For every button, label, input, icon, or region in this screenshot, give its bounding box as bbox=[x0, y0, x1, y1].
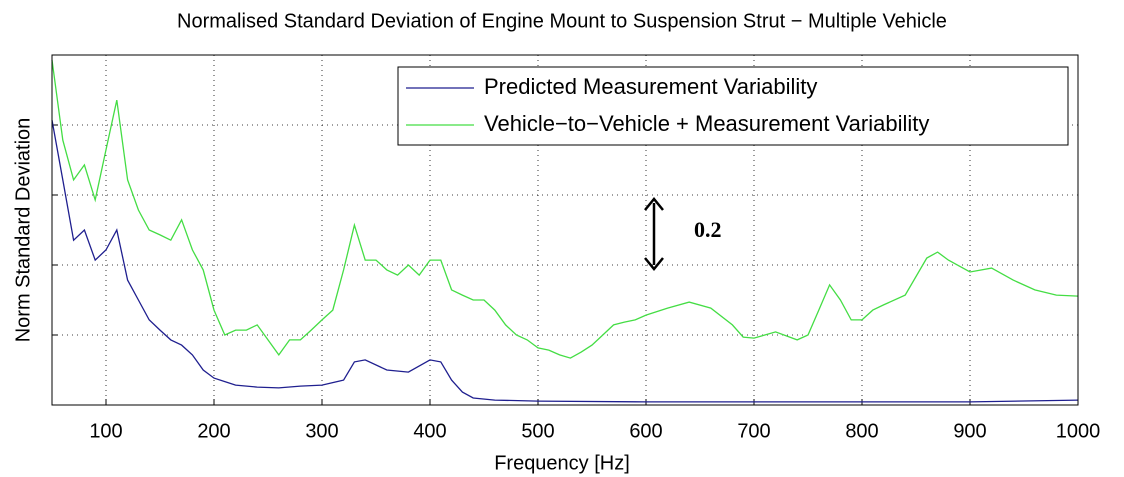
plot-frame bbox=[51, 54, 1079, 406]
data-line bbox=[51, 119, 1079, 403]
annotation-label: 0.2 bbox=[694, 217, 722, 242]
chart-title: Normalised Standard Deviation of Engine … bbox=[177, 10, 947, 32]
x-tick-label: 200 bbox=[197, 420, 230, 442]
annotation-arrow bbox=[644, 197, 664, 271]
y-axis-label: Norm Standard Deviation bbox=[12, 118, 34, 343]
x-tick-label: 800 bbox=[845, 420, 878, 442]
x-tick-label: 1000 bbox=[1056, 420, 1101, 442]
x-tick-label: 500 bbox=[521, 420, 554, 442]
x-tick-label: 400 bbox=[413, 420, 446, 442]
x-tick-label: 100 bbox=[89, 420, 122, 442]
x-tick-label: 300 bbox=[305, 420, 338, 442]
data-line bbox=[51, 59, 1079, 359]
legend-box bbox=[397, 66, 1069, 146]
legend-label: Predicted Measurement Variability bbox=[484, 74, 817, 99]
x-tick-label: 600 bbox=[629, 420, 662, 442]
x-tick-label: 900 bbox=[953, 420, 986, 442]
x-axis-label: Frequency [Hz] bbox=[494, 452, 630, 474]
legend-label: Vehicle−to−Vehicle + Measurement Variabi… bbox=[484, 111, 929, 136]
x-tick-label: 700 bbox=[737, 420, 770, 442]
